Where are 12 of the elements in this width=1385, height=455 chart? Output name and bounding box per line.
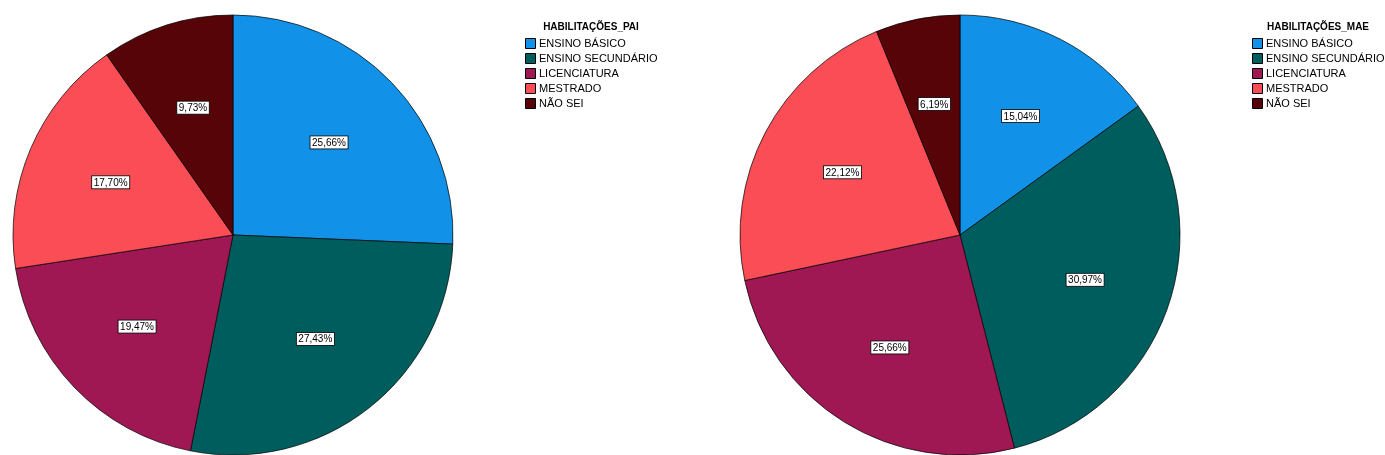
legend-label: ENSINO BÁSICO <box>539 36 627 49</box>
legend-label: MESTRADO <box>539 81 602 94</box>
legend-label: LICENCIATURA <box>1266 66 1347 79</box>
legend-label: ENSINO SECUNDÁRIO <box>1266 51 1385 64</box>
legend-title: HABILITAÇÕES_PAI <box>543 20 640 32</box>
legend-label: NÃO SEI <box>1266 96 1311 109</box>
legend-label: LICENCIATURA <box>539 66 620 79</box>
legend-label: MESTRADO <box>1266 81 1329 94</box>
legend-label: ENSINO BÁSICO <box>1266 36 1354 49</box>
legend-label: NÃO SEI <box>539 96 584 109</box>
legend-title: HABILITAÇÕES_MAE <box>1266 20 1370 32</box>
legend-label: ENSINO SECUNDÁRIO <box>539 51 659 64</box>
